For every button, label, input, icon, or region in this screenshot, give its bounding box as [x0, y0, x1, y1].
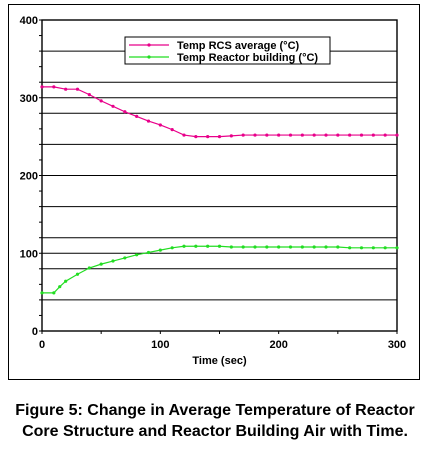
y-tick-label-100: 100	[20, 248, 38, 260]
series-1-point	[64, 279, 68, 283]
series-0-point	[359, 133, 364, 137]
figure-caption: Figure 5: Change in Average Temperature …	[0, 400, 430, 442]
series-0-point	[348, 133, 352, 137]
series-1-point	[75, 272, 80, 276]
series-1-point	[158, 248, 162, 252]
series-1-point	[229, 245, 233, 249]
series-1-point	[300, 245, 304, 249]
series-1-point	[312, 245, 316, 249]
y-tick-label-400: 400	[20, 15, 38, 27]
series-0-point	[288, 133, 293, 137]
series-0-point	[206, 135, 210, 139]
y-tick-label-300: 300	[20, 93, 38, 105]
series-1-point	[206, 244, 210, 248]
series-1-point	[99, 262, 103, 266]
series-1-point	[265, 245, 269, 249]
x-tick-label-100: 100	[151, 339, 169, 351]
series-1-point	[135, 253, 139, 257]
series-0-point	[336, 133, 340, 137]
series-1-point	[277, 245, 281, 249]
x-tick-label-200: 200	[269, 339, 287, 351]
series-0-point	[265, 133, 269, 137]
legend-marker-1	[147, 55, 151, 59]
series-0-point	[241, 133, 245, 137]
series-0-point	[395, 133, 399, 137]
series-1-point	[348, 246, 352, 250]
series-0-point	[324, 133, 328, 137]
series-0-point	[253, 133, 257, 137]
series-1-point	[146, 250, 151, 255]
series-0-point	[383, 133, 387, 137]
series-1-point	[253, 245, 257, 249]
series-0-point	[158, 123, 162, 127]
y-tick-label-200: 200	[20, 171, 38, 183]
x-tick-label-300: 300	[388, 339, 406, 351]
series-0-point	[277, 133, 281, 137]
series-1-point	[87, 266, 91, 270]
series-1-point	[395, 246, 399, 250]
series-0-point	[312, 133, 316, 137]
legend-marker-0	[147, 43, 151, 47]
series-0-point	[123, 110, 127, 114]
series-1-point	[324, 245, 328, 249]
caption-line-2: Core Structure and Reactor Building Air …	[22, 423, 408, 440]
series-0-point	[52, 85, 56, 89]
series-1-point	[371, 246, 375, 250]
y-tick-label-0: 0	[32, 326, 38, 338]
series-0-point	[170, 128, 174, 132]
series-1-point	[194, 244, 198, 248]
series-0-point	[64, 87, 68, 91]
legend-label-0: Temp RCS average (°C)	[177, 40, 300, 52]
legend-label-1: Temp Reactor building (°C)	[177, 52, 318, 64]
series-0-point	[135, 114, 139, 119]
series-1-point	[288, 245, 293, 249]
caption-line-1: Figure 5: Change in Average Temperature …	[15, 402, 415, 419]
x-axis-title: Time (sec)	[192, 355, 247, 367]
series-1-point	[241, 245, 245, 249]
series-0-point	[300, 133, 304, 137]
series-1-point	[336, 245, 340, 249]
series-0-point	[75, 87, 80, 91]
series-1-point	[123, 256, 127, 260]
series-0-point	[371, 133, 375, 137]
series-0-point	[194, 135, 198, 139]
series-0-point	[99, 99, 103, 103]
legend-box	[124, 36, 331, 65]
series-0-point	[87, 93, 91, 97]
series-1-point	[383, 246, 387, 250]
series-0-point	[229, 134, 233, 138]
series-0-point	[111, 104, 115, 108]
series-line-1	[42, 245, 397, 294]
series-0-point	[40, 85, 44, 89]
series-1-point	[111, 259, 115, 263]
series-0-point	[146, 119, 151, 123]
series-1-point	[217, 244, 222, 248]
series-1-point	[182, 244, 186, 248]
series-1-point	[52, 291, 56, 295]
x-tick-label-0: 0	[39, 339, 45, 351]
series-1-point	[40, 291, 44, 295]
series-1-point	[170, 246, 174, 250]
series-1-point	[359, 246, 364, 250]
series-1-point	[58, 285, 62, 289]
temperature-line-chart: 0 100 200 300 400 0 100 200 300 Time (sec) Temp RC…	[20, 15, 407, 367]
series-0-point	[217, 135, 222, 139]
series-0-point	[182, 133, 186, 137]
